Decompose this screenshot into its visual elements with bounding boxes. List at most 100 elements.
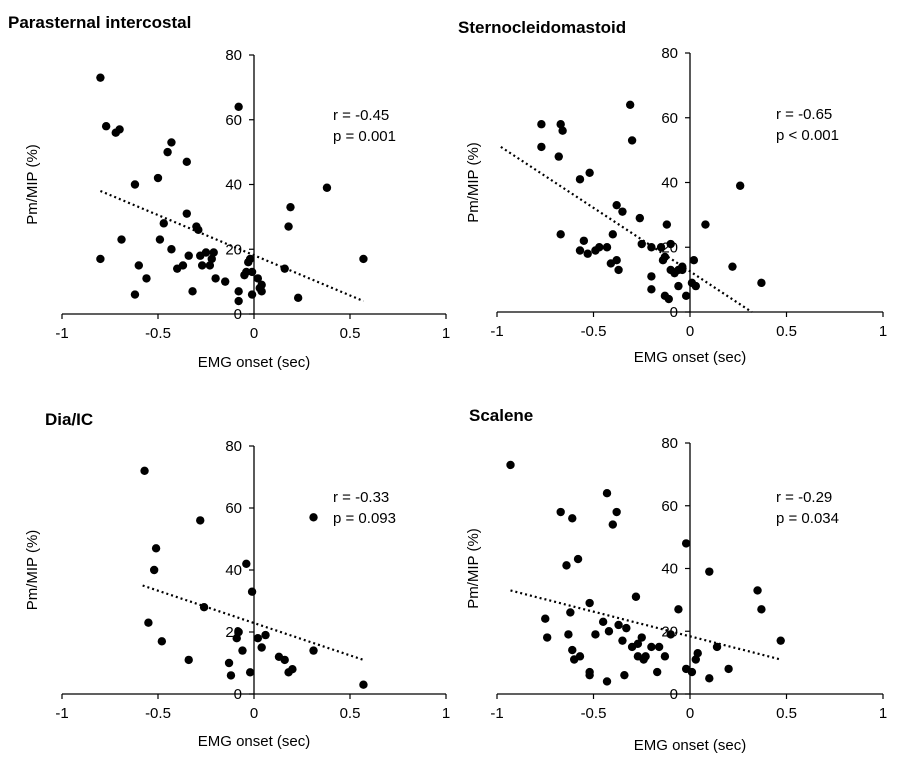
chart-title: Parasternal intercostal bbox=[8, 13, 191, 32]
x-tick-label: -0.5 bbox=[145, 705, 171, 722]
data-point bbox=[620, 670, 629, 680]
r-value-annotation: r = -0.65 bbox=[776, 106, 832, 123]
x-tick-label: 0.5 bbox=[776, 323, 797, 340]
data-point bbox=[234, 102, 243, 112]
data-point bbox=[157, 637, 167, 646]
data-point bbox=[660, 652, 670, 661]
data-point bbox=[591, 630, 600, 639]
data-point bbox=[647, 243, 656, 252]
data-point bbox=[142, 274, 151, 283]
data-point bbox=[595, 243, 604, 252]
data-point bbox=[656, 243, 666, 252]
data-point bbox=[641, 652, 650, 661]
x-tick-label: -1 bbox=[55, 705, 68, 722]
data-point bbox=[293, 293, 303, 303]
data-point bbox=[309, 513, 318, 522]
data-point bbox=[618, 636, 627, 645]
data-point bbox=[184, 251, 193, 260]
data-point bbox=[257, 280, 266, 290]
data-point bbox=[564, 630, 573, 639]
y-tick-label: 60 bbox=[225, 112, 242, 129]
data-point bbox=[757, 605, 766, 614]
y-tick-label: 40 bbox=[225, 177, 242, 194]
y-axis-label: Pm/MIP (%) bbox=[465, 142, 482, 223]
data-point bbox=[261, 630, 270, 640]
data-point bbox=[612, 507, 621, 517]
data-point bbox=[182, 157, 191, 167]
x-tick-label: -0.5 bbox=[145, 325, 171, 342]
data-point bbox=[614, 620, 623, 630]
data-point bbox=[238, 646, 247, 655]
data-point bbox=[647, 285, 656, 294]
x-axis-label: EMG onset (sec) bbox=[634, 349, 747, 366]
y-tick-label: 80 bbox=[225, 47, 242, 64]
data-point bbox=[568, 514, 577, 523]
x-tick-label: 0 bbox=[250, 325, 258, 342]
data-point bbox=[664, 294, 673, 304]
data-point bbox=[506, 460, 515, 470]
data-point bbox=[728, 262, 737, 271]
data-point bbox=[130, 180, 140, 189]
data-point bbox=[211, 274, 220, 283]
data-point bbox=[647, 642, 656, 652]
y-tick-label: 0 bbox=[670, 686, 678, 703]
data-point bbox=[96, 73, 105, 82]
data-point bbox=[280, 655, 289, 665]
x-axis-label: EMG onset (sec) bbox=[198, 733, 311, 750]
data-point bbox=[144, 618, 153, 627]
chart-panel-4: -1-0.500.51020406080ScaleneEMG onset (se… bbox=[465, 406, 887, 754]
x-tick-label: 0.5 bbox=[340, 705, 361, 722]
data-point bbox=[221, 277, 230, 286]
data-point bbox=[558, 126, 567, 135]
data-point bbox=[234, 296, 243, 306]
trendline bbox=[500, 145, 753, 313]
data-point bbox=[602, 677, 612, 686]
data-point bbox=[188, 287, 197, 296]
data-point bbox=[130, 290, 140, 299]
data-point bbox=[253, 274, 263, 283]
y-tick-label: 80 bbox=[661, 435, 678, 452]
data-point bbox=[359, 254, 368, 264]
data-point bbox=[556, 230, 565, 239]
data-point bbox=[687, 667, 697, 677]
data-point bbox=[608, 520, 617, 529]
data-point bbox=[155, 235, 165, 244]
data-point bbox=[647, 272, 656, 281]
x-tick-label: -0.5 bbox=[581, 323, 607, 340]
trendline bbox=[510, 589, 781, 661]
data-point bbox=[575, 246, 585, 255]
x-axis-label: EMG onset (sec) bbox=[198, 354, 311, 371]
y-axis-label: Pm/MIP (%) bbox=[465, 528, 482, 609]
data-point bbox=[681, 539, 691, 548]
p-value-annotation: p = 0.001 bbox=[333, 128, 396, 145]
data-point bbox=[585, 598, 594, 608]
data-point bbox=[602, 489, 612, 498]
data-point bbox=[182, 209, 191, 218]
data-point bbox=[288, 665, 297, 674]
data-point bbox=[556, 507, 565, 517]
data-point bbox=[245, 668, 255, 677]
y-axis-label: Pm/MIP (%) bbox=[24, 530, 41, 611]
data-point bbox=[660, 252, 670, 262]
data-point bbox=[654, 642, 664, 652]
data-point bbox=[575, 652, 585, 661]
data-point bbox=[196, 516, 205, 525]
p-value-annotation: p = 0.093 bbox=[333, 510, 396, 527]
data-point bbox=[712, 642, 722, 652]
x-axis-label: EMG onset (sec) bbox=[634, 737, 747, 754]
data-point bbox=[234, 627, 243, 637]
chart-title: Dia/IC bbox=[45, 410, 93, 429]
data-point bbox=[701, 220, 710, 229]
data-point bbox=[618, 207, 627, 216]
data-point bbox=[226, 671, 236, 680]
data-point bbox=[201, 248, 211, 257]
data-point bbox=[562, 561, 571, 570]
data-point bbox=[117, 235, 126, 244]
data-point bbox=[662, 220, 672, 229]
x-tick-label: 0 bbox=[250, 705, 258, 722]
chart-title: Sternocleidomastoid bbox=[458, 18, 626, 37]
chart-panel-2: -1-0.500.51020406080SternocleidomastoidE… bbox=[458, 18, 887, 366]
data-point bbox=[101, 122, 111, 131]
